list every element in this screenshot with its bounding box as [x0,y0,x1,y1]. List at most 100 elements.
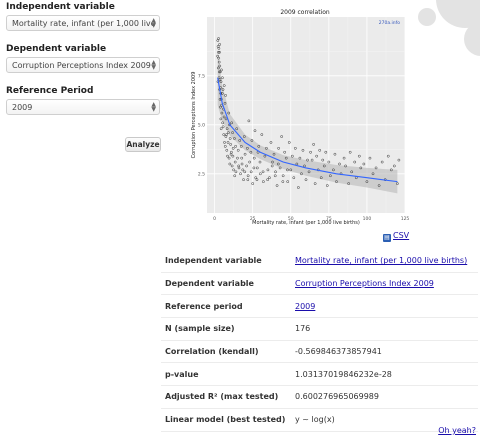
row-key: Linear model (best tested) [161,408,291,432]
x-tick-label: 50 [288,216,294,222]
data-point [332,168,335,172]
data-point [269,141,273,144]
data-point [243,170,247,174]
select-arrows-icon: ▲ ▼ [151,101,156,113]
data-point [234,145,237,148]
data-point [241,168,245,172]
data-point [266,168,270,172]
data-point [371,172,375,176]
data-point [236,156,239,160]
reference-period-link[interactable]: 2009 [295,301,316,311]
data-point [218,43,221,46]
data-point [225,148,229,152]
dependent-variable-label: Dependent variable [6,44,107,54]
data-point [221,121,225,125]
data-point [338,162,341,166]
data-point [263,154,267,158]
data-point [253,129,257,133]
data-point [229,143,232,146]
oh-yeah-link[interactable]: Oh yeah? [438,426,476,435]
data-point [397,158,401,162]
reference-period-select[interactable]: 2009 ▲ ▼ [6,99,160,115]
data-point [219,117,223,121]
table-row: Reference period 2009 [161,294,478,319]
axis-ticks: 0 25 50 75 100 125 2.5 5.0 7.5 [198,73,410,222]
data-point [294,146,297,150]
data-point [386,154,390,158]
data-point [218,64,222,68]
data-point [227,111,231,115]
data-point [233,174,237,178]
independent-variable-label: Independent variable [6,2,115,12]
data-point [217,60,221,64]
x-tick-label: 100 [363,216,372,222]
row-value: y ~ log(x) [291,408,478,432]
data-point [286,180,290,183]
row-value: 1.03137019846232e-28 [291,362,478,387]
data-point [255,166,259,170]
data-point [230,164,234,168]
data-point [222,133,226,136]
data-point [281,180,285,183]
data-point [216,54,219,58]
data-point [374,166,378,170]
data-point [307,170,311,174]
data-point [238,139,242,142]
data-point [306,158,309,162]
row-key: Independent variable [161,250,291,273]
data-point [270,164,274,168]
data-point [223,141,226,144]
data-point [344,164,347,168]
data-point [231,131,234,134]
data-point [217,37,220,40]
data-point [350,170,354,174]
dependent-variable-select[interactable]: Corruption Perceptions Index 2009 ▲ ▼ [6,57,160,73]
data-point [231,154,235,158]
data-point [335,180,338,183]
x-tick-label: 75 [326,216,332,222]
data-point [242,135,246,138]
independent-variable-value: Mortality rate, infant (per 1,000 live [12,19,156,28]
data-point [223,101,227,105]
data-point [233,160,237,164]
data-point [298,156,302,160]
data-point [348,150,352,154]
data-point [239,145,243,148]
data-point [221,125,225,129]
table-row: Dependent variable Corruption Perception… [161,272,478,296]
data-point [234,170,238,174]
table-row: Correlation (kendall) -0.569846373857941 [161,340,478,364]
reference-period-label: Reference Period [6,86,94,96]
data-point [251,182,255,185]
data-point [229,152,233,156]
csv-download-link[interactable]: ▤ CSV [383,231,409,242]
data-point [246,178,250,182]
data-point [257,145,261,148]
data-point [233,137,236,140]
data-point [342,156,346,160]
data-point [255,178,259,182]
data-point [290,154,294,158]
dependent-variable-link[interactable]: Corruption Perceptions Index 2009 [295,279,434,289]
data-point [281,174,285,178]
data-point [230,121,233,125]
dependent-variable-value: Corruption Perceptions Index 2009 [12,61,151,70]
data-point [221,88,225,91]
data-point [286,168,289,172]
data-point [226,131,230,134]
row-value: 0.600276965069989 [291,385,478,409]
independent-variable-link[interactable]: Mortality rate, infant (per 1,000 live b… [295,256,468,266]
csv-link-label: CSV [393,231,410,240]
row-key: Correlation (kendall) [161,340,291,364]
data-point [249,170,253,174]
data-point [218,50,221,54]
data-point [272,152,276,156]
data-point [278,166,282,170]
table-row: Linear model (best tested) y ~ log(x) [161,408,478,432]
data-point [220,92,224,95]
data-point [216,66,220,70]
data-point [283,150,287,154]
data-point [261,170,265,174]
analyze-button[interactable]: Analyze [125,137,161,152]
independent-variable-select[interactable]: Mortality rate, infant (per 1,000 live ▲… [6,15,160,31]
